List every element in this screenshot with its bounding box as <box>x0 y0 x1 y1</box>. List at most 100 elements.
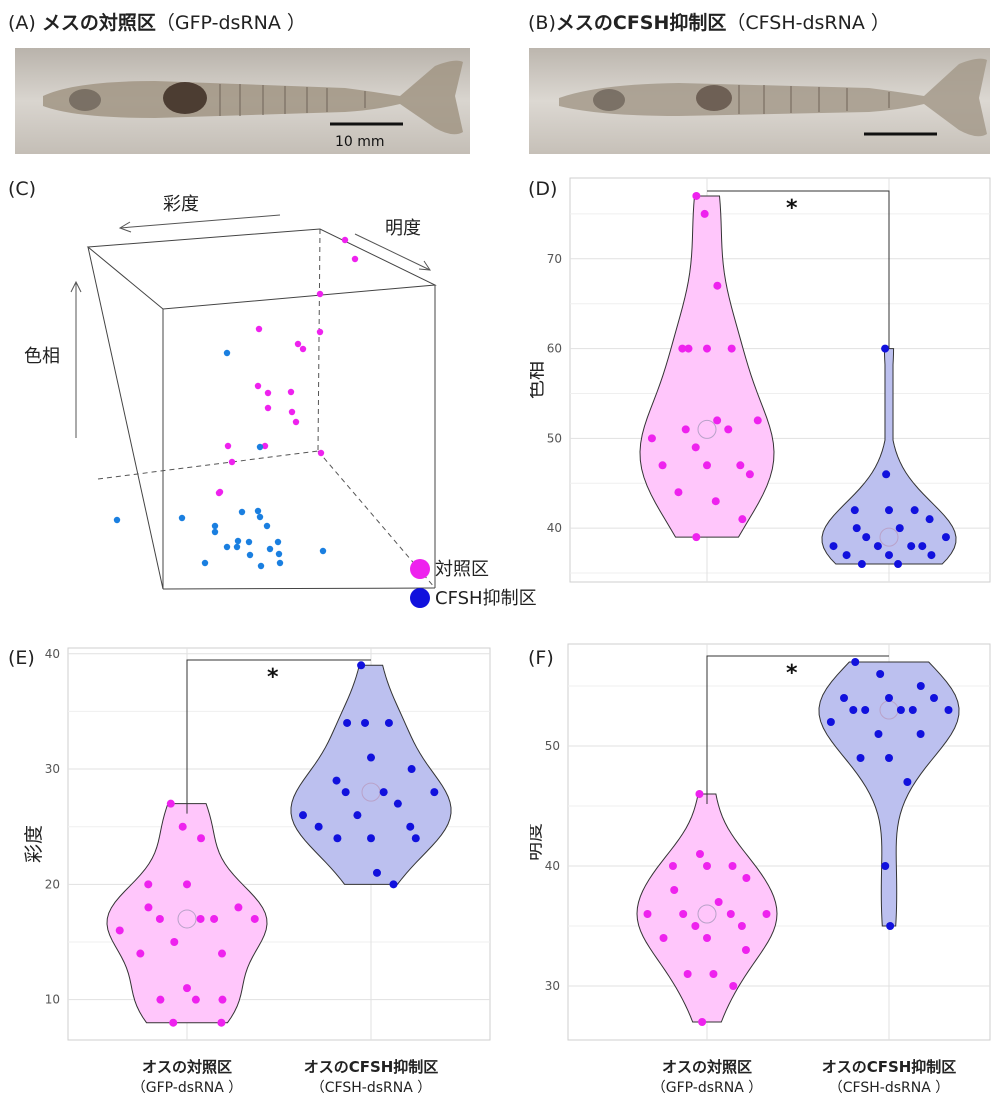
median-marker <box>697 904 717 924</box>
data-point <box>683 970 692 978</box>
cube-top-face <box>86 228 437 310</box>
data-point <box>674 488 683 497</box>
scatter-point-cfsh <box>254 507 262 515</box>
data-point <box>178 822 187 831</box>
data-point <box>357 661 366 670</box>
data-point <box>925 515 934 524</box>
data-point <box>829 542 838 551</box>
panel-a-title-rest: （GFP-dsRNA ） <box>155 12 306 34</box>
panel-e-label: (E) <box>8 647 35 669</box>
data-point <box>217 949 226 958</box>
data-point <box>691 922 700 930</box>
scatter-point-cfsh <box>276 559 284 567</box>
data-point <box>927 551 936 560</box>
data-point <box>862 533 871 542</box>
data-point <box>703 344 711 353</box>
scatter-point-control <box>264 389 272 397</box>
x-group-label: オスの対照区 <box>662 1058 752 1076</box>
scatter-point-control <box>294 340 302 348</box>
data-point <box>737 922 746 930</box>
scatter-point-cfsh <box>257 562 265 570</box>
violin-1 <box>818 661 960 927</box>
panel-a-title-bold: メスの対照区 <box>41 12 156 34</box>
scatter-point-control <box>288 408 296 416</box>
x-group-label: オスの対照区 <box>142 1058 232 1076</box>
data-point <box>916 730 925 738</box>
y-tick-label: 20 <box>45 877 60 891</box>
scatter-point-cfsh <box>238 508 246 516</box>
panel-b-title-bold: メスのCFSH抑制区 <box>555 12 727 34</box>
scatter-point-control <box>264 404 272 412</box>
data-point <box>692 533 701 542</box>
scatter-point-cfsh <box>256 443 264 451</box>
data-point <box>944 706 953 714</box>
scatter-point-cfsh <box>178 514 186 522</box>
shrimp-photo-control: 10 mm <box>15 48 470 154</box>
scatter-point-control <box>287 388 295 396</box>
data-point <box>217 1018 226 1027</box>
data-point <box>908 706 917 714</box>
data-point <box>886 922 895 930</box>
scatter-point-cfsh <box>275 550 283 558</box>
data-point <box>711 497 720 506</box>
data-point <box>643 910 652 918</box>
data-point <box>742 874 751 882</box>
y-axis-label: 彩度 <box>23 825 45 863</box>
data-point <box>882 470 891 479</box>
data-point <box>856 754 865 762</box>
scatter-point-control <box>254 382 262 390</box>
data-point <box>210 914 219 923</box>
data-point <box>876 670 885 678</box>
y-tick-label: 40 <box>45 647 60 661</box>
data-point <box>910 506 919 515</box>
data-point <box>745 470 754 479</box>
data-point <box>850 506 859 515</box>
data-point <box>384 718 393 727</box>
scatter-point-cfsh <box>201 559 209 567</box>
x-group-sublabel: （GFP-dsRNA ） <box>132 1080 243 1096</box>
data-point <box>885 754 893 762</box>
data-point <box>903 778 912 786</box>
data-point <box>389 880 398 889</box>
data-point <box>170 938 179 946</box>
data-point <box>681 425 690 434</box>
data-point <box>647 434 656 443</box>
significance-star: * <box>267 665 279 690</box>
data-point <box>873 542 882 551</box>
panel-c-3d-scatter: 彩度 明度 色相 対照区 CFSH抑制区 <box>24 194 537 609</box>
data-point <box>343 718 352 727</box>
data-point <box>918 542 927 551</box>
scatter-point-control <box>261 442 269 450</box>
data-point <box>753 416 762 425</box>
y-tick-label: 50 <box>547 431 562 445</box>
data-point <box>885 551 893 560</box>
scatter-point-control <box>215 489 223 497</box>
data-point <box>881 862 890 870</box>
data-point <box>136 949 145 958</box>
data-point <box>393 799 402 808</box>
scatter-point-control <box>224 442 232 450</box>
significance-star: * <box>786 196 798 221</box>
y-tick-label: 50 <box>545 739 560 753</box>
scatter-point-cfsh <box>223 349 231 357</box>
scatter-point-control <box>292 418 300 426</box>
data-point <box>341 788 350 797</box>
data-point <box>907 542 916 551</box>
data-point <box>894 560 903 569</box>
data-point <box>857 560 866 569</box>
data-point <box>861 706 870 714</box>
shrimp-photo-control-svg: 10 mm <box>15 48 470 154</box>
scatter-point-control <box>316 290 324 298</box>
data-point <box>430 788 439 797</box>
data-point <box>709 970 718 978</box>
data-point <box>670 886 679 894</box>
data-point <box>333 834 342 843</box>
scatter-point-cfsh <box>263 522 271 530</box>
data-point <box>895 524 904 533</box>
median-marker <box>879 527 899 547</box>
y-tick-label: 40 <box>545 859 560 873</box>
data-point <box>144 880 153 889</box>
data-point <box>762 910 771 918</box>
panel-b-title-rest: （CFSH-dsRNA ） <box>726 12 890 34</box>
scatter-point-control <box>299 345 307 353</box>
